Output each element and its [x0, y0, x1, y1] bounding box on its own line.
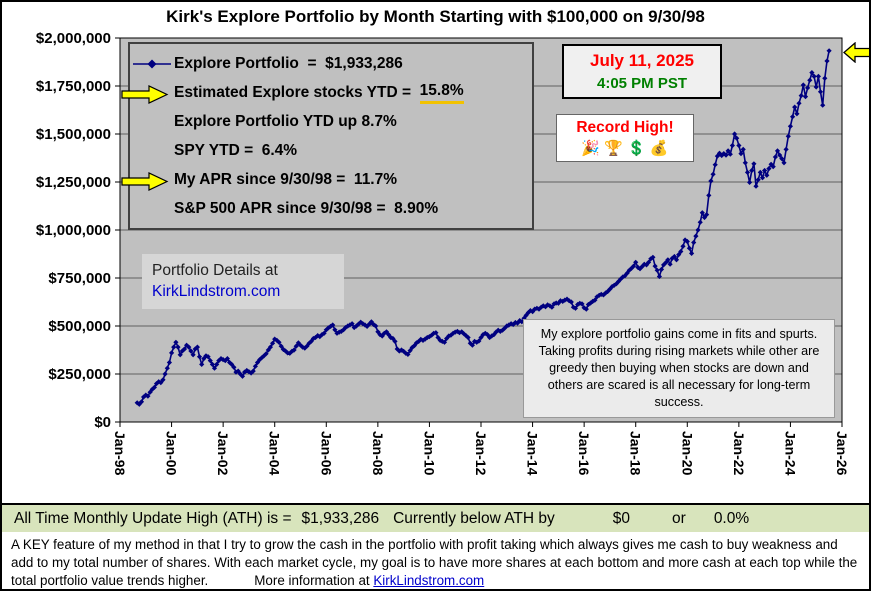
below-ath-label: Currently below ATH by — [393, 509, 555, 527]
method-description: A KEY feature of my method in that I try… — [2, 532, 869, 589]
celebration-emoji-icons: 🎉 🏆 💲 💰 — [581, 140, 669, 157]
svg-text:Jan-14: Jan-14 — [525, 431, 541, 476]
svg-text:$1,500,000: $1,500,000 — [36, 126, 111, 143]
svg-text:$1,000,000: $1,000,000 — [36, 222, 111, 239]
svg-text:Jan-06: Jan-06 — [318, 431, 334, 476]
all-time-high-bar: All Time Monthly Update High (ATH) is = … — [2, 505, 869, 532]
svg-text:$1,750,000: $1,750,000 — [36, 78, 111, 95]
record-high-box: Record High! 🎉 🏆 💲 💰 — [556, 114, 694, 162]
method-text: A KEY feature of my method in that I try… — [11, 537, 858, 588]
legend-row-portfolio: Explore Portfolio = $1,933,286 — [130, 49, 532, 78]
svg-text:Jan-98: Jan-98 — [112, 431, 128, 476]
legend-portfolio-text: Explore Portfolio = $1,933,286 — [174, 54, 403, 72]
portfolio-details-box: Portfolio Details at KirkLindstrom.com — [142, 254, 344, 309]
legend-box: Explore Portfolio = $1,933,286 Estimated… — [121, 42, 534, 230]
below-ath-percent: 0.0% — [713, 509, 750, 527]
apr-highlight-arrow-icon — [121, 172, 169, 191]
legend-stocks-ytd-value: 15.8% — [419, 82, 464, 104]
ath-value: $1,933,286 — [301, 509, 380, 527]
more-info-label: More information at — [254, 572, 374, 588]
strategy-note-box: My explore portfolio gains come in fits … — [523, 319, 835, 418]
report-date: July 11, 2025 — [590, 51, 694, 70]
latest-point-arrow-icon — [843, 41, 869, 64]
svg-text:Jan-22: Jan-22 — [731, 431, 747, 476]
svg-text:$0: $0 — [94, 414, 111, 431]
svg-text:Jan-10: Jan-10 — [421, 431, 437, 476]
legend-my-apr-text: My APR since 9/30/98 = 11.7% — [174, 170, 398, 188]
legend-row-portfolio-ytd: Explore Portfolio YTD up 8.7% — [130, 107, 532, 136]
legend-row-stocks-ytd: Estimated Explore stocks YTD = 15.8% — [130, 78, 532, 107]
date-box: July 11, 2025 4:05 PM PST — [562, 44, 722, 99]
svg-text:Jan-20: Jan-20 — [679, 431, 695, 476]
legend-row-sp500-apr: S&P 500 APR since 9/30/98 = 8.90% — [130, 194, 532, 223]
legend-sp500-apr-text: S&P 500 APR since 9/30/98 = 8.90% — [174, 199, 439, 217]
svg-text:$500,000: $500,000 — [48, 318, 111, 335]
svg-text:Jan-00: Jan-00 — [164, 431, 180, 476]
ath-label: All Time Monthly Update High (ATH) is = — [14, 509, 292, 527]
chart-section: $0 $250,000 $500,000 $750,000 $1,000,000 $1,2… — [2, 2, 869, 505]
legend-row-spy-ytd: SPY YTD = 6.4% — [130, 136, 532, 165]
legend-stocks-ytd-prefix: Estimated Explore stocks YTD = — [174, 83, 420, 101]
svg-text:$1,250,000: $1,250,000 — [36, 174, 111, 191]
footer-site-link[interactable]: KirkLindstrom.com — [373, 572, 485, 588]
or-word: or — [672, 509, 686, 527]
svg-text:Jan-04: Jan-04 — [267, 431, 283, 476]
record-high-label: Record High! — [576, 119, 674, 136]
svg-text:Jan-24: Jan-24 — [782, 431, 798, 476]
report-time: 4:05 PM PST — [596, 75, 688, 92]
ytd-highlight-arrow-icon — [121, 85, 169, 104]
svg-text:$250,000: $250,000 — [48, 366, 111, 383]
svg-text:Jan-18: Jan-18 — [628, 431, 644, 476]
svg-text:Jan-02: Jan-02 — [215, 431, 231, 476]
legend-row-my-apr: My APR since 9/30/98 = 11.7% — [130, 165, 532, 194]
details-site-link[interactable]: KirkLindstrom.com — [152, 283, 281, 300]
legend-portfolio-ytd-text: Explore Portfolio YTD up 8.7% — [174, 112, 397, 130]
svg-text:Jan-16: Jan-16 — [576, 431, 592, 476]
below-ath-value: $0 — [612, 509, 631, 527]
svg-text:Jan-26: Jan-26 — [834, 431, 850, 476]
details-text: Portfolio Details at — [152, 262, 278, 279]
svg-text:Jan-08: Jan-08 — [370, 431, 386, 476]
series-marker-icon — [130, 58, 174, 70]
svg-text:$2,000,000: $2,000,000 — [36, 30, 111, 47]
svg-text:Jan-12: Jan-12 — [473, 431, 489, 476]
chart-title: Kirk's Explore Portfolio by Month Starti… — [166, 7, 705, 26]
svg-text:$750,000: $750,000 — [48, 270, 111, 287]
legend-spy-ytd-text: SPY YTD = 6.4% — [174, 141, 298, 159]
